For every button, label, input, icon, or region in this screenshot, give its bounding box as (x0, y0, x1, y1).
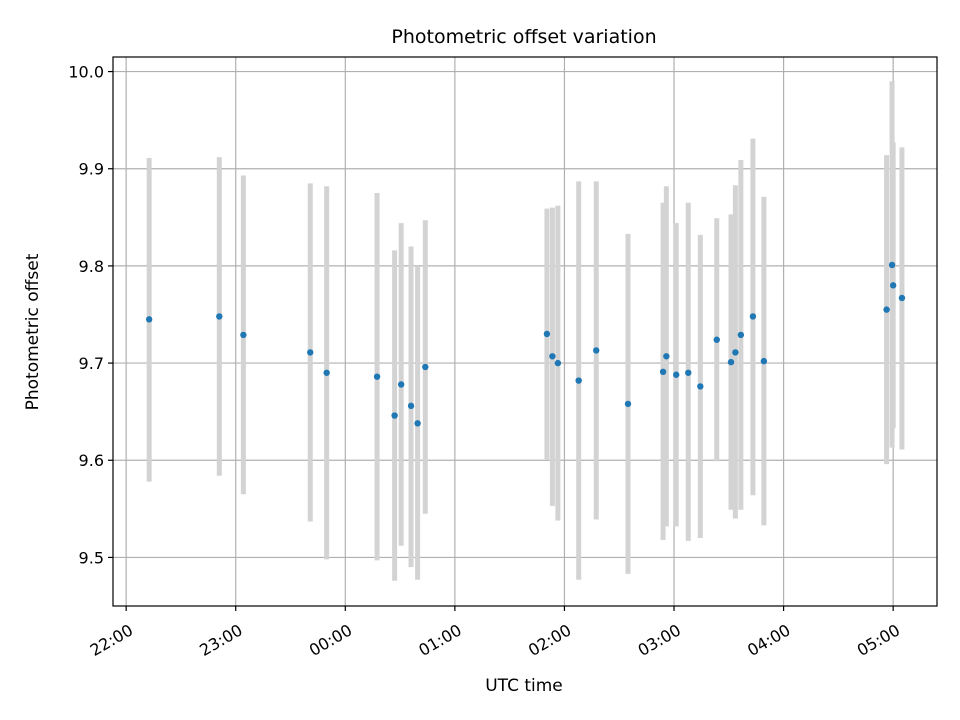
x-axis-label: UTC time (485, 676, 563, 696)
data-point (549, 353, 556, 360)
data-points (145, 261, 906, 427)
data-point (883, 306, 890, 313)
chart-title: Photometric offset variation (391, 26, 656, 48)
data-point (554, 359, 562, 367)
y-tick-label: 9.7 (79, 354, 104, 373)
data-point (414, 420, 421, 427)
y-axis-ticks: 9.5 9.6 9.7 9.8 9.9 10.0 (68, 63, 113, 567)
data-point (663, 353, 670, 360)
data-point (749, 313, 757, 320)
data-point (373, 373, 381, 380)
data-point (323, 369, 330, 376)
data-point (727, 358, 735, 366)
data-point (737, 331, 745, 339)
y-tick-label: 9.6 (79, 451, 104, 470)
data-point (593, 347, 600, 354)
data-point (685, 369, 692, 376)
data-point (407, 402, 415, 410)
data-point (760, 357, 768, 365)
y-tick-label: 9.8 (79, 257, 104, 276)
data-point (898, 294, 906, 302)
y-tick-label: 9.5 (79, 548, 104, 567)
data-point (397, 381, 405, 388)
y-tick-label: 10.0 (68, 63, 104, 82)
data-point (624, 400, 632, 408)
data-point (422, 363, 429, 371)
data-point (145, 316, 153, 323)
data-point (307, 349, 314, 356)
data-point (216, 313, 223, 320)
data-point (240, 331, 247, 339)
plot-area-frame (112, 56, 938, 607)
data-point (391, 412, 398, 419)
data-point (889, 282, 897, 289)
data-point (659, 368, 667, 376)
y-axis-label: Photometric offset (23, 253, 43, 410)
y-tick-label: 9.9 (79, 160, 104, 179)
data-point (888, 261, 896, 269)
data-point (575, 377, 582, 384)
data-point (697, 383, 704, 390)
data-point (732, 349, 739, 356)
data-point (673, 371, 680, 378)
data-point (543, 330, 551, 338)
data-point (713, 336, 720, 343)
